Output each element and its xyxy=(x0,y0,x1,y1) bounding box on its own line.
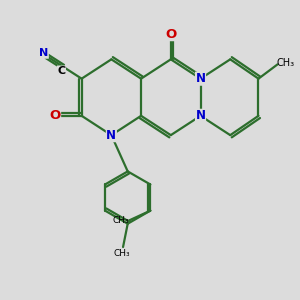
Text: N: N xyxy=(106,129,116,142)
Text: N: N xyxy=(39,48,48,58)
Text: O: O xyxy=(49,109,61,122)
Text: CH₃: CH₃ xyxy=(112,216,129,225)
Text: C: C xyxy=(57,66,65,76)
Text: O: O xyxy=(165,28,176,40)
Text: N: N xyxy=(196,72,206,85)
Text: CH₃: CH₃ xyxy=(113,249,130,258)
Text: CH₃: CH₃ xyxy=(277,58,295,68)
Text: N: N xyxy=(196,109,206,122)
